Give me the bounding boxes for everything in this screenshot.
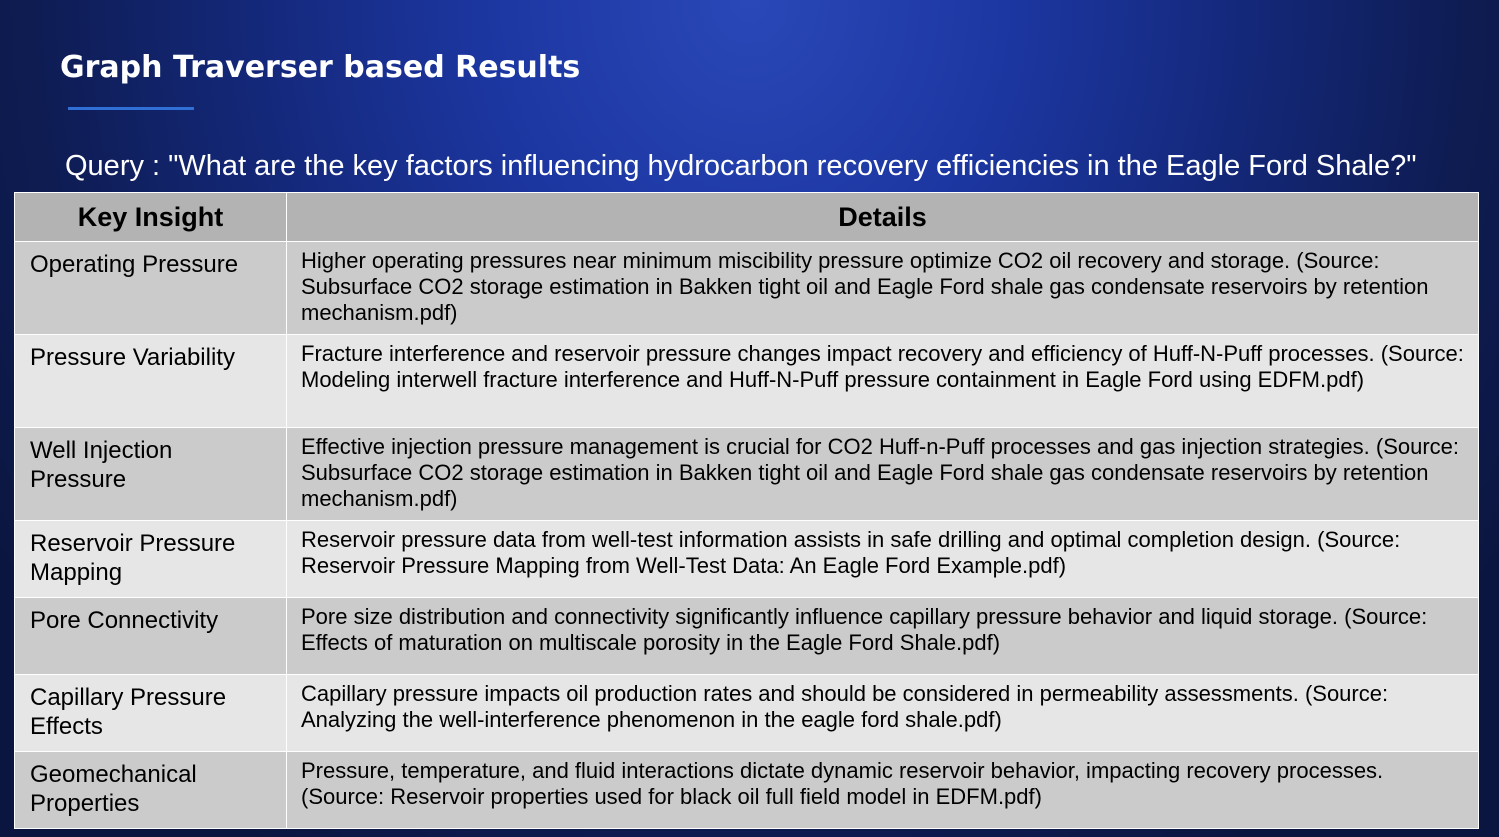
details-cell: Effective injection pressure management … [286,427,1479,521]
insight-cell: Pore Connectivity [14,597,287,675]
table-row: Reservoir Pressure Mapping Reservoir pre… [14,520,1479,598]
insight-cell: Well Injection Pressure [14,427,287,521]
insight-cell: Capillary Pressure Effects [14,674,287,752]
details-cell: Capillary pressure impacts oil productio… [286,674,1479,752]
insight-cell: Geomechanical Properties [14,751,287,829]
details-cell: Fracture interference and reservoir pres… [286,334,1479,428]
insight-cell: Pressure Variability [14,334,287,428]
slide-title: Graph Traverser based Results [60,50,581,85]
insight-cell: Reservoir Pressure Mapping [14,520,287,598]
insights-table: Key Insight Details Operating Pressure H… [14,192,1479,829]
details-cell: Pore size distribution and connectivity … [286,597,1479,675]
table-row: Well Injection Pressure Effective inject… [14,427,1479,521]
query-text: Query : "What are the key factors influe… [65,150,1417,182]
table-row: Pressure Variability Fracture interferen… [14,334,1479,428]
header-key-insight: Key Insight [14,192,287,242]
table-row: Operating Pressure Higher operating pres… [14,241,1479,335]
table-row: Geomechanical Properties Pressure, tempe… [14,751,1479,829]
table-header-row: Key Insight Details [14,192,1479,242]
details-cell: Pressure, temperature, and fluid interac… [286,751,1479,829]
title-underline [68,107,194,110]
header-details: Details [286,192,1479,242]
table-row: Capillary Pressure Effects Capillary pre… [14,674,1479,752]
details-cell: Higher operating pressures near minimum … [286,241,1479,335]
details-cell: Reservoir pressure data from well-test i… [286,520,1479,598]
insight-cell: Operating Pressure [14,241,287,335]
table-row: Pore Connectivity Pore size distribution… [14,597,1479,675]
